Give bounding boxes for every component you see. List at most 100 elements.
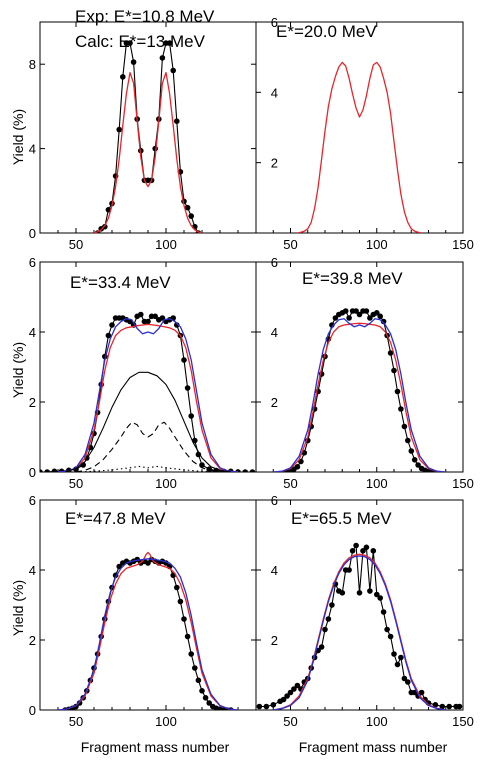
panel-label: Exp: E*=10.8 MeV bbox=[75, 7, 215, 26]
data-point bbox=[291, 686, 297, 692]
x-tick-label: 150 bbox=[452, 476, 474, 491]
x-tick-label: 100 bbox=[366, 237, 388, 252]
data-point bbox=[391, 367, 397, 374]
x-tick-label: 50 bbox=[283, 237, 297, 252]
data-point bbox=[76, 700, 83, 706]
data-point bbox=[418, 689, 425, 696]
series-line-component-dashed bbox=[75, 421, 221, 472]
data-point bbox=[166, 40, 173, 46]
data-point bbox=[145, 318, 151, 325]
data-point bbox=[192, 665, 198, 671]
data-point bbox=[446, 703, 453, 710]
data-point bbox=[387, 633, 394, 640]
panel-label: E*=20.0 MeV bbox=[276, 22, 377, 41]
data-point bbox=[401, 423, 408, 430]
x-tick-label: 50 bbox=[69, 714, 83, 729]
series-line-calc-blue bbox=[57, 558, 239, 710]
data-point bbox=[394, 661, 401, 668]
data-point bbox=[394, 388, 401, 395]
data-point bbox=[109, 322, 115, 328]
panel-frame bbox=[39, 261, 257, 473]
data-point bbox=[374, 310, 380, 316]
data-point bbox=[184, 385, 191, 391]
data-point bbox=[138, 311, 144, 318]
series-line-experiment bbox=[40, 313, 253, 472]
data-point bbox=[242, 469, 248, 472]
data-point bbox=[439, 703, 446, 710]
data-point bbox=[322, 626, 328, 633]
data-point bbox=[363, 544, 370, 551]
y-axis-title-row2: Yield (%) bbox=[10, 342, 26, 398]
data-point bbox=[367, 588, 373, 594]
x-tick-label: 100 bbox=[155, 714, 177, 729]
series-line-calc-red bbox=[93, 71, 203, 233]
data-point bbox=[202, 695, 209, 701]
y-tick-label: 6 bbox=[29, 255, 36, 270]
y-tick-label: 2 bbox=[29, 633, 36, 648]
data-point bbox=[405, 437, 411, 444]
x-tick-label: 100 bbox=[155, 476, 177, 491]
data-point bbox=[339, 590, 346, 596]
data-point bbox=[391, 651, 397, 657]
data-point bbox=[249, 469, 256, 472]
data-point bbox=[177, 598, 184, 605]
x-tick-label: 150 bbox=[452, 714, 474, 729]
data-point bbox=[353, 542, 359, 549]
plot-area bbox=[57, 551, 239, 710]
series-line-experiment bbox=[286, 310, 433, 472]
panel-label: E*=47.8 MeV bbox=[65, 509, 166, 528]
plot-area bbox=[273, 308, 446, 472]
panel-frame bbox=[39, 21, 257, 234]
data-point bbox=[377, 595, 384, 601]
data-point bbox=[188, 213, 194, 219]
series-line-calc-red bbox=[57, 323, 239, 472]
data-point bbox=[206, 700, 212, 706]
panel-3: 50 100 0 2 4 6 E*=33.4 MeV bbox=[29, 255, 257, 491]
data-point bbox=[380, 318, 387, 325]
series-line-calc-blue bbox=[273, 555, 446, 710]
data-point bbox=[374, 591, 380, 598]
data-point bbox=[184, 204, 191, 211]
series-line-calc-red bbox=[297, 61, 422, 233]
data-point bbox=[415, 462, 421, 468]
data-point bbox=[294, 464, 301, 470]
x-tick-label: 150 bbox=[452, 237, 474, 252]
series-line-experiment bbox=[65, 558, 231, 710]
data-point bbox=[325, 616, 332, 622]
y-tick-label: 2 bbox=[29, 395, 36, 410]
y-tick-label: 6 bbox=[271, 255, 278, 270]
data-point bbox=[384, 626, 390, 633]
panel-label: E*=65.5 MeV bbox=[291, 509, 392, 528]
series-line-experiment bbox=[259, 544, 460, 708]
data-point bbox=[398, 406, 404, 412]
data-point bbox=[105, 332, 112, 339]
data-point bbox=[170, 67, 176, 74]
data-point bbox=[174, 584, 180, 591]
panel-5: 50 100 0 2 4 6 E*=47.8 MeV bbox=[29, 493, 257, 729]
series-line-calc-blue bbox=[57, 318, 239, 472]
data-point bbox=[284, 693, 290, 699]
data-point bbox=[199, 688, 205, 694]
data-point bbox=[342, 308, 349, 314]
y-tick-label: 8 bbox=[29, 57, 36, 72]
data-point bbox=[363, 308, 370, 314]
panel-label: Calc: E*=13 MeV bbox=[75, 32, 206, 51]
series-line-calc-blue bbox=[273, 318, 446, 472]
plot-area bbox=[297, 61, 422, 233]
y-tick-label: 2 bbox=[271, 633, 278, 648]
panel-6: 50 100 150 2 4 6 E*=65.5 MeV bbox=[255, 493, 474, 729]
panel-2: 50 100 150 2 4 6E*=20.0 MeV bbox=[255, 15, 474, 252]
x-tick-label: 50 bbox=[283, 476, 297, 491]
y-tick-label: 4 bbox=[271, 563, 278, 578]
data-point bbox=[294, 682, 301, 689]
data-point bbox=[405, 679, 411, 685]
data-point bbox=[456, 703, 463, 710]
plot-area bbox=[40, 311, 256, 472]
data-point bbox=[332, 315, 339, 321]
y-tick-label: 4 bbox=[271, 325, 278, 340]
data-point bbox=[356, 590, 363, 596]
data-point bbox=[174, 118, 180, 124]
series-line-component-solid bbox=[65, 371, 231, 472]
